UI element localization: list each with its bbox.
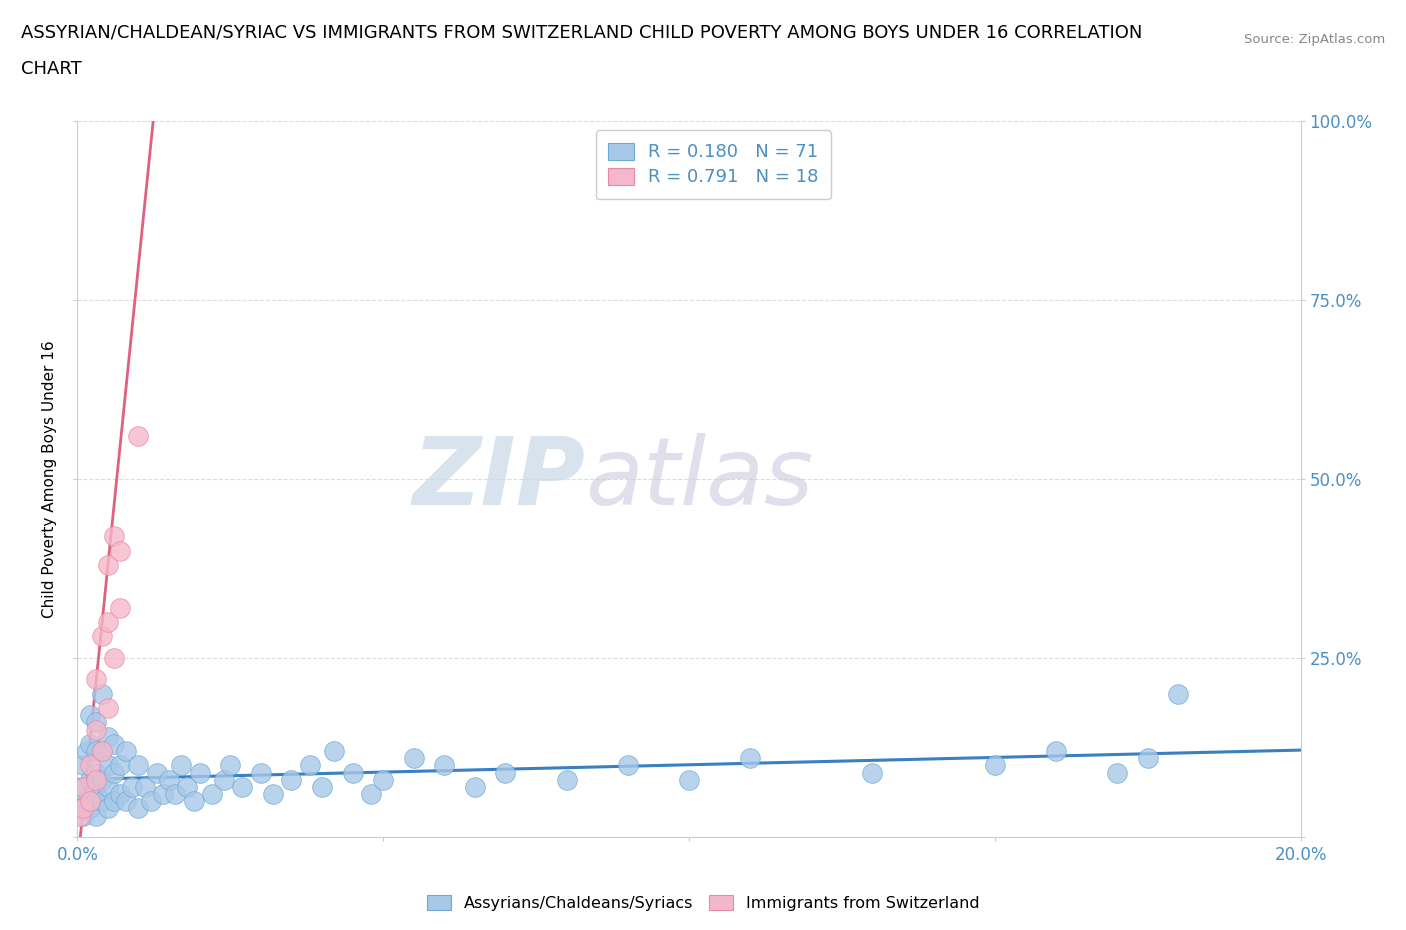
Point <box>103 529 125 544</box>
Point <box>311 779 333 794</box>
Point <box>72 758 94 773</box>
Point <box>165 787 187 802</box>
Point <box>984 758 1007 773</box>
Point <box>90 744 112 759</box>
Point <box>84 744 107 759</box>
Point <box>342 765 364 780</box>
Text: CHART: CHART <box>21 60 82 78</box>
Point <box>108 543 131 558</box>
Point <box>1045 744 1067 759</box>
Point <box>103 737 125 751</box>
Point <box>250 765 273 780</box>
Legend: Assyrians/Chaldeans/Syriacs, Immigrants from Switzerland: Assyrians/Chaldeans/Syriacs, Immigrants … <box>420 888 986 917</box>
Point <box>90 686 112 701</box>
Point <box>1107 765 1129 780</box>
Y-axis label: Child Poverty Among Boys Under 16: Child Poverty Among Boys Under 16 <box>42 340 58 618</box>
Text: ASSYRIAN/CHALDEAN/SYRIAC VS IMMIGRANTS FROM SWITZERLAND CHILD POVERTY AMONG BOYS: ASSYRIAN/CHALDEAN/SYRIAC VS IMMIGRANTS F… <box>21 23 1143 41</box>
Point <box>84 715 107 730</box>
Point <box>298 758 321 773</box>
Point <box>157 772 180 787</box>
Point <box>72 808 94 823</box>
Point <box>212 772 235 787</box>
Point <box>103 651 125 666</box>
Point <box>433 758 456 773</box>
Point <box>176 779 198 794</box>
Point <box>371 772 394 787</box>
Point <box>97 557 120 572</box>
Text: ZIP: ZIP <box>412 433 585 525</box>
Point <box>90 794 112 809</box>
Point <box>128 429 150 444</box>
Point <box>262 787 284 802</box>
Point <box>115 794 138 809</box>
Point <box>72 801 94 816</box>
Point <box>79 794 101 809</box>
Point <box>76 744 98 759</box>
Point <box>464 779 486 794</box>
Point <box>128 758 150 773</box>
Point <box>139 794 162 809</box>
Point <box>495 765 517 780</box>
Point <box>678 772 700 787</box>
Point <box>79 801 101 816</box>
Point <box>97 615 120 630</box>
Point <box>115 744 138 759</box>
Point <box>90 744 112 759</box>
Point <box>84 772 107 787</box>
Point <box>108 601 131 616</box>
Point <box>219 758 242 773</box>
Point <box>97 779 120 794</box>
Point <box>201 787 224 802</box>
Point <box>90 772 112 787</box>
Point <box>121 779 143 794</box>
Point <box>617 758 640 773</box>
Point <box>97 729 120 744</box>
Point <box>146 765 169 780</box>
Point <box>79 708 101 723</box>
Point <box>128 801 150 816</box>
Point <box>1136 751 1159 765</box>
Point <box>76 794 98 809</box>
Point <box>103 765 125 780</box>
Point <box>90 629 112 644</box>
Point <box>97 758 120 773</box>
Point <box>84 722 107 737</box>
Point <box>108 758 131 773</box>
Point <box>555 772 578 787</box>
Point <box>69 801 91 816</box>
Legend: R = 0.180   N = 71, R = 0.791   N = 18: R = 0.180 N = 71, R = 0.791 N = 18 <box>596 130 831 199</box>
Point <box>84 672 107 687</box>
Point <box>108 787 131 802</box>
Point <box>97 801 120 816</box>
Point <box>79 737 101 751</box>
Point <box>69 808 91 823</box>
Point <box>84 808 107 823</box>
Point <box>740 751 762 765</box>
Text: atlas: atlas <box>585 433 813 525</box>
Point <box>323 744 346 759</box>
Point <box>188 765 211 780</box>
Point <box>152 787 174 802</box>
Point <box>170 758 193 773</box>
Point <box>79 758 101 773</box>
Point <box>862 765 884 780</box>
Point <box>103 794 125 809</box>
Point <box>183 794 205 809</box>
Point <box>84 787 107 802</box>
Point <box>97 700 120 715</box>
Point <box>1167 686 1189 701</box>
Point <box>360 787 382 802</box>
Point <box>231 779 253 794</box>
Point <box>82 787 104 802</box>
Point <box>72 779 94 794</box>
Point <box>72 779 94 794</box>
Point <box>402 751 425 765</box>
Point <box>79 772 101 787</box>
Point <box>280 772 302 787</box>
Point <box>134 779 156 794</box>
Text: Source: ZipAtlas.com: Source: ZipAtlas.com <box>1244 33 1385 46</box>
Point <box>84 765 107 780</box>
